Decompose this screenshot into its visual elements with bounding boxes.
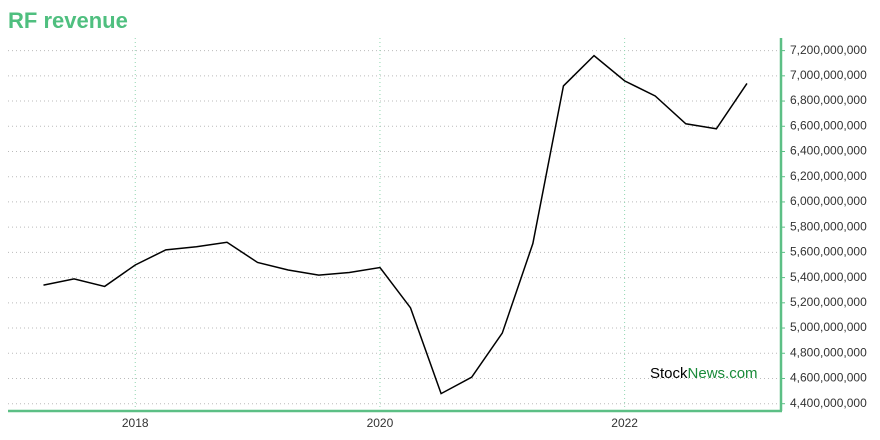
chart-title: RF revenue — [8, 8, 128, 33]
y-tick-label: 6,600,000,000 — [790, 118, 867, 132]
x-tick-label: 2018 — [122, 416, 149, 430]
y-tick-label: 6,800,000,000 — [790, 93, 867, 107]
watermark-part: News.com — [688, 365, 758, 382]
x-tick-label: 2022 — [611, 416, 638, 430]
y-tick-label: 7,000,000,000 — [790, 68, 867, 82]
y-tick-label: 6,400,000,000 — [790, 144, 867, 158]
watermark: StockNews.com — [650, 365, 758, 382]
y-tick-label: 5,200,000,000 — [790, 295, 867, 309]
watermark-part: Stock — [650, 365, 688, 382]
y-tick-label: 5,400,000,000 — [790, 270, 867, 284]
y-tick-label: 4,600,000,000 — [790, 371, 867, 385]
y-tick-label: 7,200,000,000 — [790, 43, 867, 57]
x-tick-label: 2020 — [367, 416, 394, 430]
y-tick-label: 5,800,000,000 — [790, 219, 867, 233]
y-tick-label: 6,000,000,000 — [790, 194, 867, 208]
y-tick-label: 4,400,000,000 — [790, 396, 867, 410]
y-tick-label: 4,800,000,000 — [790, 345, 867, 359]
line — [43, 54, 748, 395]
y-tick-label: 5,600,000,000 — [790, 245, 867, 259]
y-tick-label: 6,200,000,000 — [790, 169, 867, 183]
y-tick-label: 5,000,000,000 — [790, 320, 867, 334]
